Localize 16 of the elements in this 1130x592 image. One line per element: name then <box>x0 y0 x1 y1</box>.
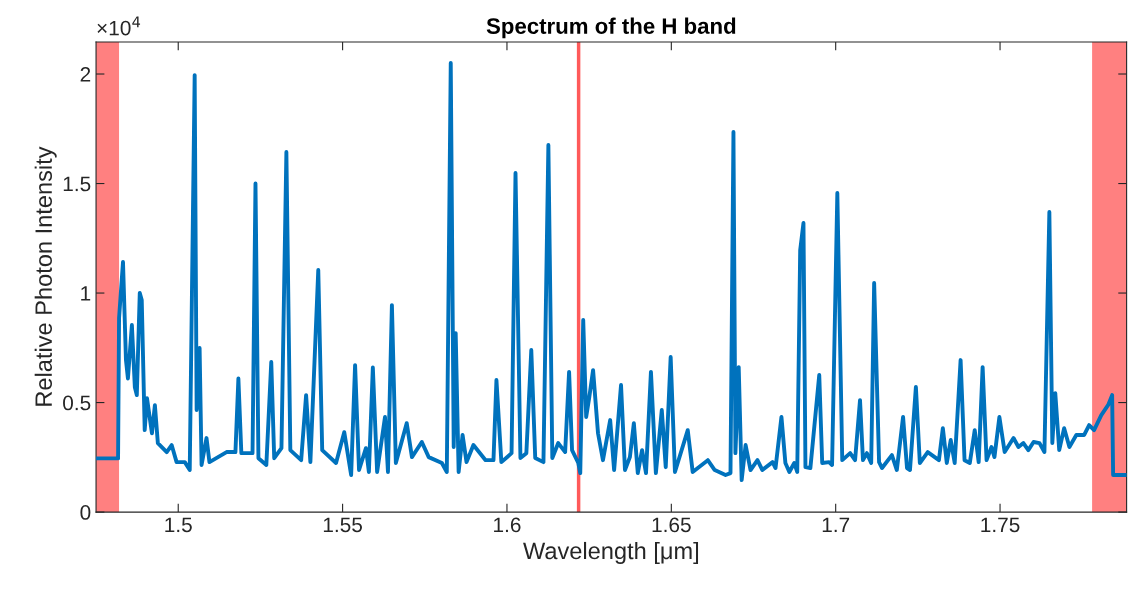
x-axis-title: Wavelength [μm] <box>523 541 699 564</box>
y-tick-label: 1.5 <box>63 176 91 192</box>
y-tick-label: 0.5 <box>63 395 91 411</box>
y-axis-title: Relative Photon Intensity <box>34 146 57 406</box>
y-tick-label: 0 <box>80 505 91 520</box>
chart-title: Spectrum of the H band <box>486 17 736 39</box>
text: ×10$^{4}$ <box>97 16 141 36</box>
x-tick-label: 1.7 <box>822 517 850 533</box>
x-tick-label: 1.55 <box>323 517 362 533</box>
y-tick-label: 1 <box>81 286 91 301</box>
line-series <box>96 61 1127 483</box>
x-tick-label: 1.6 <box>494 517 521 533</box>
x-tick-label: 1.5 <box>165 517 192 533</box>
x-tick-label: 1.65 <box>652 517 691 533</box>
x-tick-label: 1.75 <box>981 517 1020 533</box>
y-tick-label: 2 <box>80 67 91 82</box>
